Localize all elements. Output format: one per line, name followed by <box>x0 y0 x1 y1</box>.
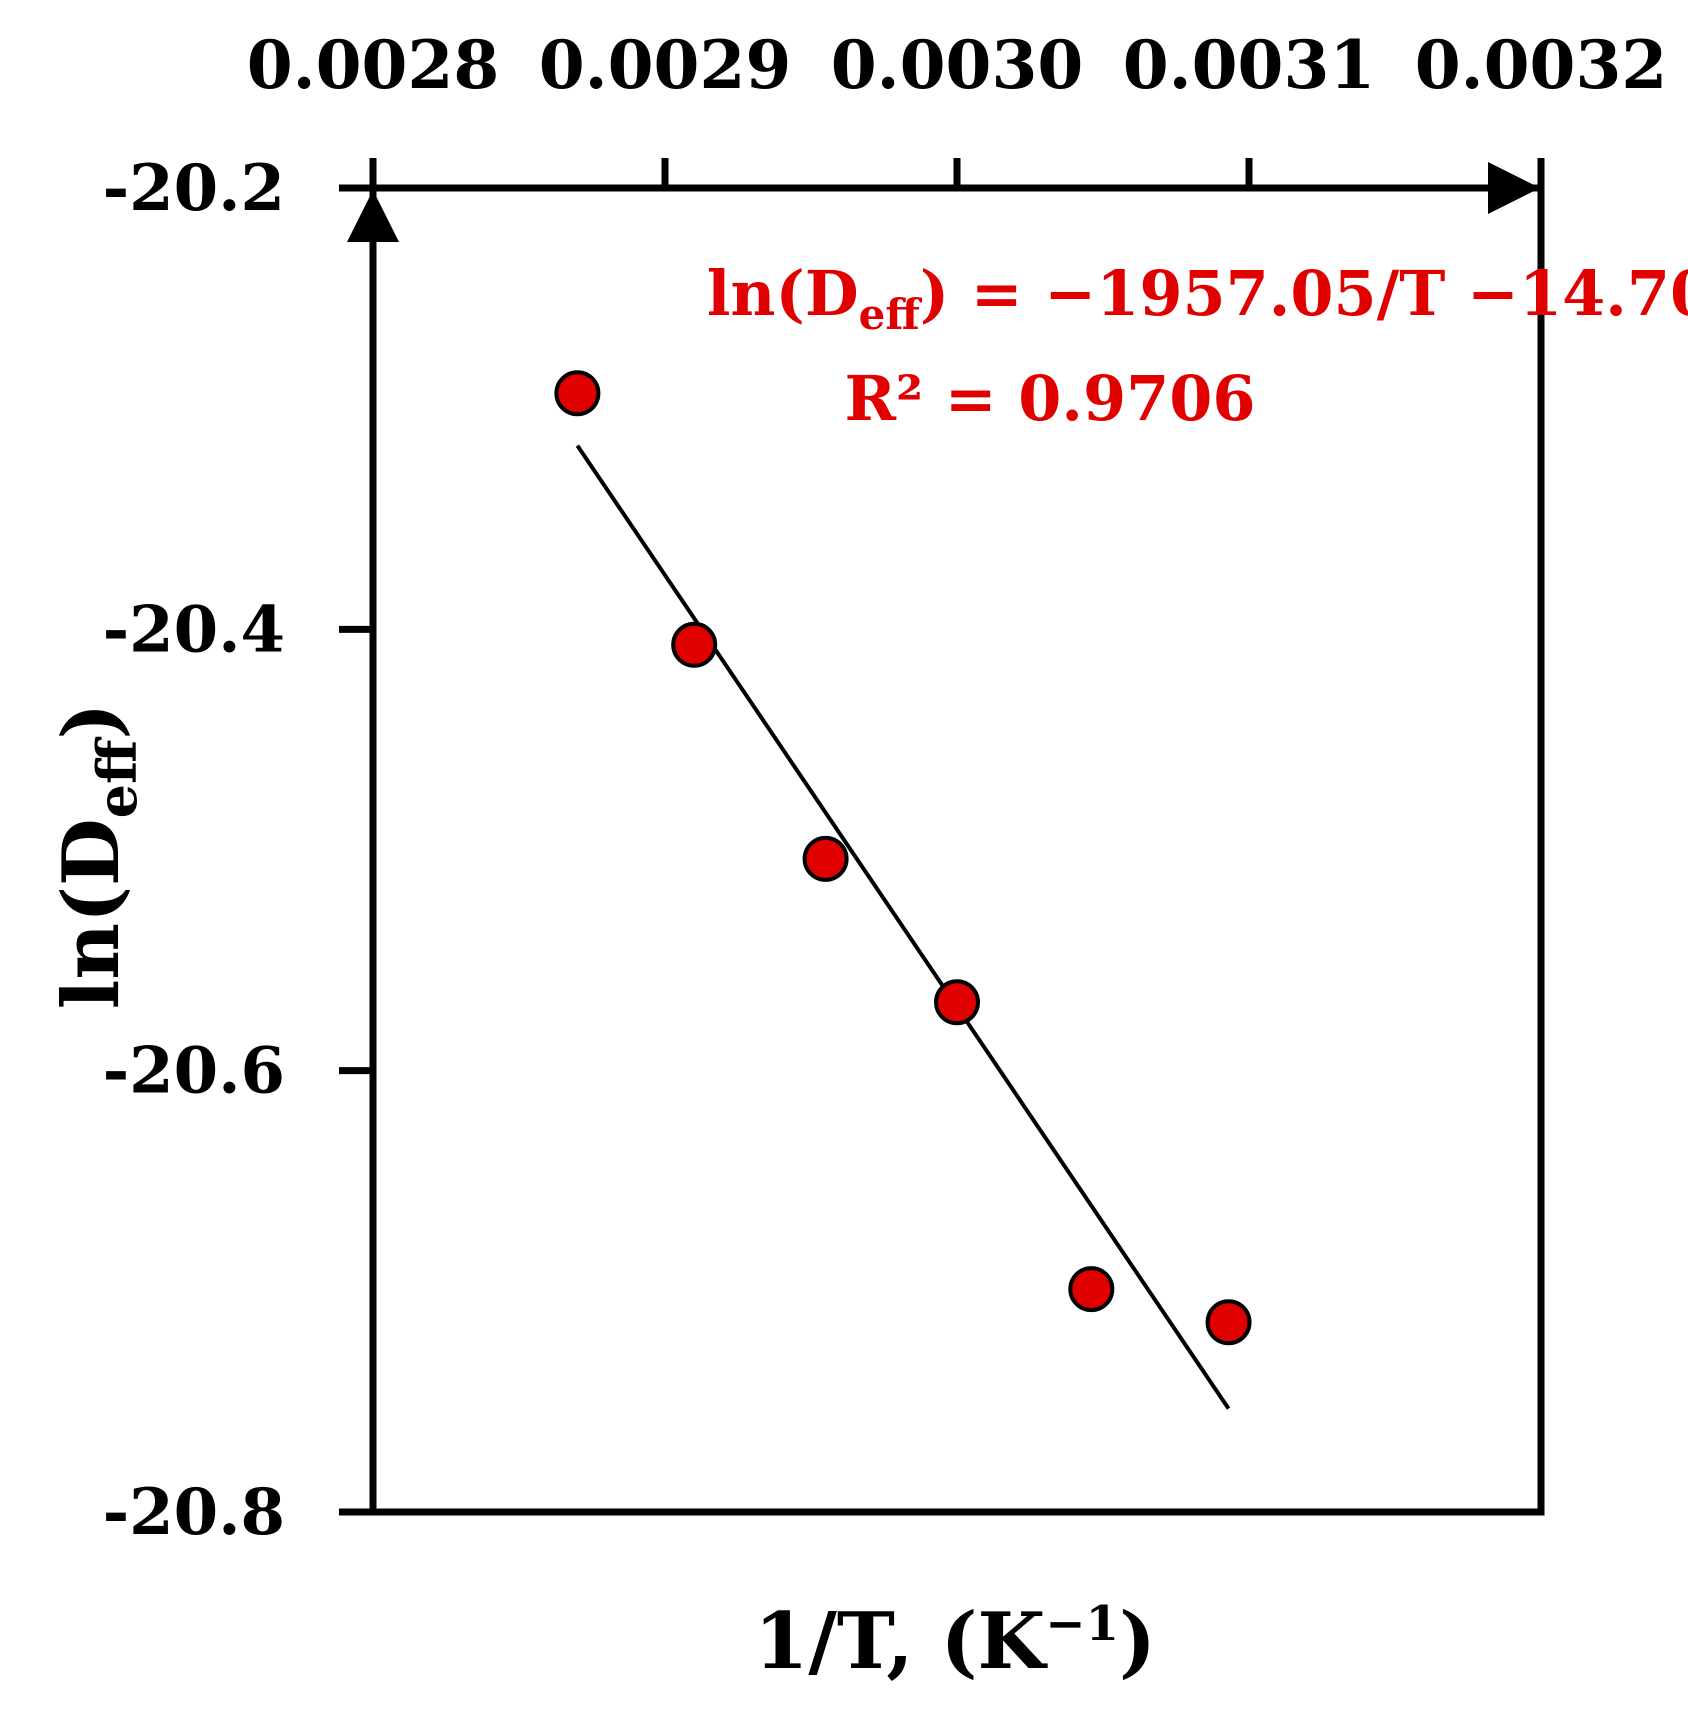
x-axis-arrow <box>1488 162 1540 214</box>
y-tick-label: -20.6 <box>103 1034 285 1109</box>
y-axis-title: ln(Deff) <box>46 703 149 1009</box>
equation-rest: ) = −1957.05/T −14.70 <box>920 257 1688 330</box>
x-axis-title-main: 1/T, (K <box>754 1596 1048 1687</box>
data-point <box>802 835 849 882</box>
x-axis-title-sup: −1 <box>1045 1596 1119 1652</box>
trend-line <box>575 444 1231 1410</box>
y-tick-label: -20.8 <box>103 1475 285 1550</box>
x-tick-label: 0.0030 <box>831 26 1084 104</box>
x-axis-title-close: ) <box>1119 1596 1156 1687</box>
fit-layer <box>575 444 1231 1410</box>
y-axis-title-sub: eff <box>85 736 149 818</box>
x-tick-label: 0.0028 <box>247 26 500 104</box>
points-layer <box>554 370 1252 1346</box>
y-ticks: -20.2 -20.4 -20.6 -20.8 <box>103 151 373 1550</box>
r-squared-annotation: R² = 0.9706 <box>844 362 1255 435</box>
y-tick-label: -20.2 <box>103 151 285 226</box>
x-ticks: 0.0028 0.0029 0.0030 0.0031 0.0032 <box>247 26 1668 188</box>
equation-annotation: ln(Deff) = −1957.05/T −14.70 <box>707 257 1688 339</box>
y-axis-title-main: ln(D <box>46 818 137 1009</box>
x-axis-title: 1/T, (K−1) <box>754 1596 1156 1687</box>
y-axis-title-close: ) <box>46 703 137 740</box>
data-point <box>1205 1299 1252 1346</box>
equation-sub: eff <box>859 290 923 339</box>
data-point <box>671 621 718 668</box>
data-point <box>1068 1266 1115 1313</box>
data-point <box>934 979 980 1026</box>
x-tick-label: 0.0032 <box>1415 26 1668 104</box>
x-tick-label: 0.0029 <box>539 26 792 104</box>
y-tick-label: -20.4 <box>103 592 285 667</box>
y-axis-arrow <box>347 190 399 242</box>
equation-main: ln(D <box>707 257 859 330</box>
data-point <box>554 370 601 417</box>
x-tick-label: 0.0031 <box>1123 26 1376 104</box>
